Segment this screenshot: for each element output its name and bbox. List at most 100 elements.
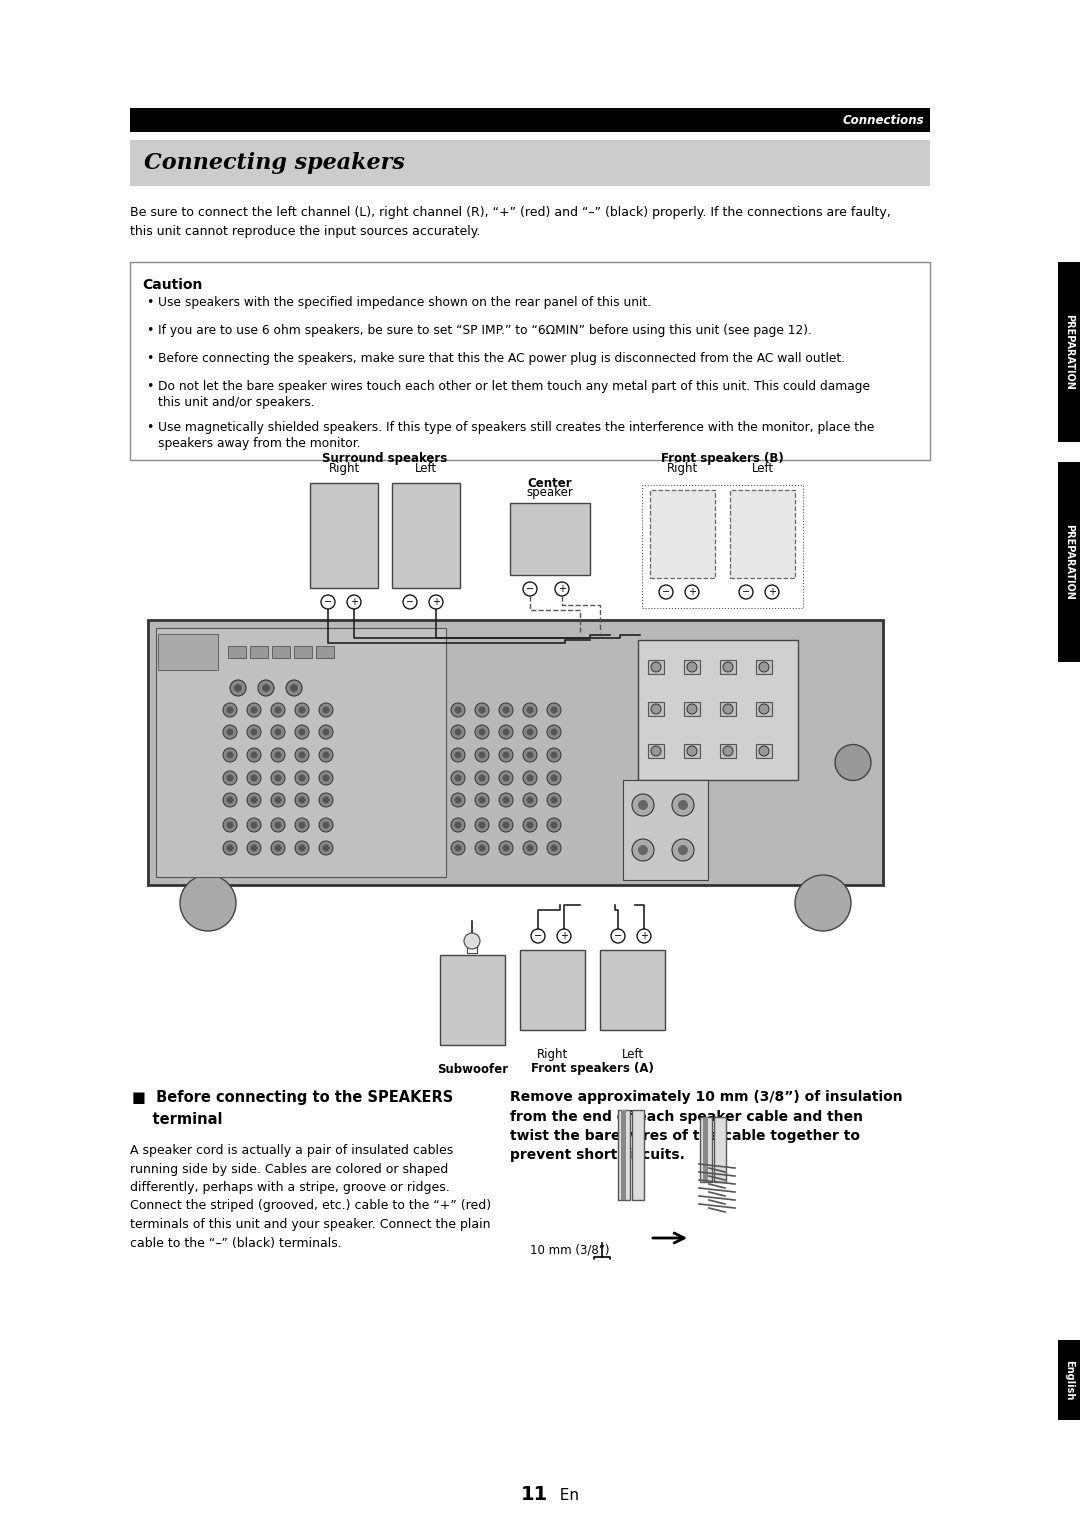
- Circle shape: [523, 724, 537, 740]
- Bar: [684, 701, 700, 717]
- Circle shape: [759, 704, 769, 714]
- Text: −: −: [613, 931, 622, 941]
- Circle shape: [251, 796, 257, 804]
- Circle shape: [475, 840, 489, 856]
- Circle shape: [227, 822, 233, 828]
- Circle shape: [274, 796, 282, 804]
- Circle shape: [527, 822, 534, 828]
- Circle shape: [251, 706, 257, 714]
- Text: −: −: [534, 931, 542, 941]
- Bar: [720, 660, 735, 674]
- Circle shape: [475, 772, 489, 785]
- Text: Caution: Caution: [141, 278, 202, 292]
- Circle shape: [723, 746, 733, 756]
- Bar: [700, 1117, 712, 1183]
- Circle shape: [247, 793, 261, 807]
- Circle shape: [274, 822, 282, 828]
- Bar: [714, 1117, 726, 1183]
- Bar: [392, 483, 460, 588]
- Circle shape: [835, 744, 870, 781]
- Circle shape: [321, 594, 335, 610]
- Circle shape: [227, 845, 233, 851]
- Circle shape: [502, 706, 510, 714]
- Text: +: +: [558, 584, 566, 594]
- Circle shape: [323, 822, 329, 828]
- Circle shape: [271, 817, 285, 833]
- Circle shape: [451, 749, 465, 762]
- Bar: [756, 660, 772, 674]
- Circle shape: [555, 582, 569, 596]
- Circle shape: [323, 845, 329, 851]
- Bar: [148, 620, 883, 885]
- Text: Use speakers with the specified impedance shown on the rear panel of this unit.: Use speakers with the specified impedanc…: [158, 296, 651, 309]
- Text: If you are to use 6 ohm speakers, be sure to set “SP IMP.” to “6ΩMIN” before usi: If you are to use 6 ohm speakers, be sur…: [158, 324, 812, 338]
- Circle shape: [637, 929, 651, 943]
- Circle shape: [180, 876, 237, 931]
- Circle shape: [651, 746, 661, 756]
- Text: −: −: [406, 597, 414, 607]
- Bar: [650, 490, 715, 578]
- Circle shape: [298, 729, 306, 735]
- Circle shape: [274, 752, 282, 758]
- Bar: [156, 628, 446, 877]
- Circle shape: [247, 840, 261, 856]
- Circle shape: [759, 746, 769, 756]
- Circle shape: [527, 845, 534, 851]
- Circle shape: [271, 724, 285, 740]
- Circle shape: [523, 582, 537, 596]
- Circle shape: [759, 662, 769, 672]
- Circle shape: [527, 706, 534, 714]
- Circle shape: [672, 795, 694, 816]
- Circle shape: [403, 594, 417, 610]
- Bar: [130, 261, 930, 460]
- Text: Right: Right: [328, 461, 360, 475]
- Circle shape: [319, 772, 333, 785]
- Circle shape: [222, 772, 237, 785]
- Bar: [756, 701, 772, 717]
- Circle shape: [247, 749, 261, 762]
- Circle shape: [546, 840, 561, 856]
- Bar: [467, 935, 477, 953]
- Circle shape: [455, 796, 461, 804]
- Circle shape: [687, 746, 697, 756]
- Circle shape: [227, 796, 233, 804]
- Bar: [703, 1117, 708, 1183]
- Circle shape: [546, 724, 561, 740]
- Bar: [510, 503, 590, 575]
- Circle shape: [451, 817, 465, 833]
- Circle shape: [222, 724, 237, 740]
- Text: Center: Center: [528, 477, 572, 490]
- Circle shape: [678, 845, 688, 856]
- Text: −: −: [526, 584, 535, 594]
- Circle shape: [527, 729, 534, 735]
- Bar: [519, 950, 585, 1030]
- Circle shape: [271, 749, 285, 762]
- Circle shape: [478, 822, 486, 828]
- Text: −: −: [324, 597, 332, 607]
- Circle shape: [546, 703, 561, 717]
- Text: speaker: speaker: [527, 486, 573, 500]
- Circle shape: [557, 929, 571, 943]
- Circle shape: [298, 845, 306, 851]
- Circle shape: [295, 817, 309, 833]
- Circle shape: [295, 724, 309, 740]
- Circle shape: [546, 793, 561, 807]
- Text: +: +: [640, 931, 648, 941]
- Circle shape: [475, 817, 489, 833]
- Circle shape: [222, 793, 237, 807]
- Bar: [316, 646, 334, 659]
- Circle shape: [523, 772, 537, 785]
- Circle shape: [551, 845, 557, 851]
- Circle shape: [546, 772, 561, 785]
- Circle shape: [286, 680, 302, 695]
- Circle shape: [723, 662, 733, 672]
- Circle shape: [523, 817, 537, 833]
- Circle shape: [295, 749, 309, 762]
- Bar: [1058, 461, 1080, 662]
- Circle shape: [271, 703, 285, 717]
- Circle shape: [251, 775, 257, 781]
- Text: •: •: [146, 324, 153, 338]
- Text: PREPARATION: PREPARATION: [1064, 524, 1074, 601]
- Text: •: •: [146, 422, 153, 434]
- Circle shape: [451, 772, 465, 785]
